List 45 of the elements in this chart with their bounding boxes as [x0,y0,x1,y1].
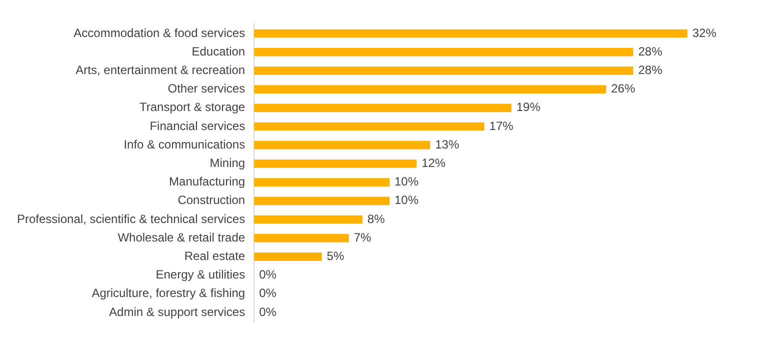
y-tick-label: Transport & storage [139,100,246,114]
data-label: 28% [638,44,663,58]
y-tick-label: Wholesale & retail trade [118,230,246,244]
y-tick-label: Education [192,44,246,58]
y-tick-label: Mining [210,156,246,170]
bar [254,178,390,186]
data-label: 5% [326,249,344,264]
data-label: 10% [394,193,419,208]
bar [254,252,322,261]
data-label: 7% [354,230,372,244]
y-tick-label: Real estate [184,249,246,264]
data-label: 28% [638,63,663,78]
y-tick-label: Energy & utilities [156,268,246,282]
bar [254,160,417,168]
data-label: 32% [692,26,717,40]
data-label: 19% [516,100,541,114]
data-label: 0% [259,268,277,282]
data-label: 26% [611,82,636,96]
y-tick-label: Financial services [150,118,246,133]
y-tick-label: Agriculture, forestry & fishing [92,286,246,300]
y-tick-label: Info & communications [124,137,246,152]
data-label: 13% [435,137,460,152]
y-tick-label: Accommodation & food services [74,26,246,40]
bar [254,29,688,38]
bar [254,234,349,242]
data-label: 0% [259,304,277,319]
bar [254,66,634,75]
data-label: 8% [367,212,386,226]
bar [254,215,362,224]
bar [254,104,512,112]
y-tick-label: Admin & support services [109,304,246,319]
bar [254,196,390,206]
bar [254,48,634,56]
y-tick-label: Other services [168,82,246,96]
bar [254,85,606,94]
y-tick-label: Professional, scientific & technical services [17,212,246,226]
bar [254,140,430,150]
y-tick-label: Construction [178,193,246,208]
y-tick-label: Arts, entertainment & recreation [76,63,246,78]
data-label: 17% [489,118,514,133]
data-label: 0% [259,286,277,300]
data-label: 12% [422,156,446,170]
y-tick-label: Manufacturing [169,174,246,189]
bar [254,122,484,131]
data-label: 10% [394,174,419,189]
